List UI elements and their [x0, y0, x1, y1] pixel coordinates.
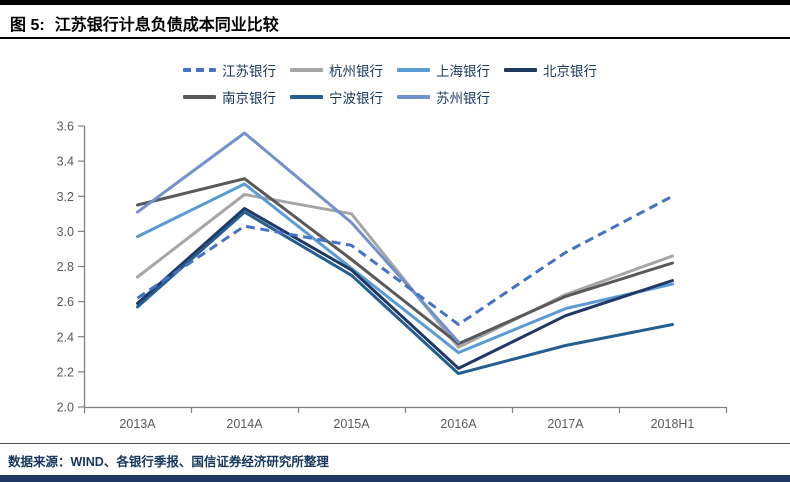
svg-text:2013A: 2013A: [119, 417, 156, 431]
svg-text:2.2: 2.2: [57, 365, 74, 379]
solid-line-swatch: [397, 68, 430, 72]
chart-legend: 江苏银行 杭州银行 上海银行 北京银行南京银行 宁波银行 苏州银行: [183, 60, 611, 107]
svg-text:3.4: 3.4: [57, 155, 74, 169]
dashed-line-swatch: [183, 68, 216, 72]
solid-line-swatch: [397, 95, 430, 99]
svg-text:2.0: 2.0: [57, 401, 74, 415]
svg-text:2.6: 2.6: [57, 295, 74, 309]
legend-label: 南京银行: [222, 91, 276, 106]
title-underline: [0, 37, 790, 39]
legend-row: 江苏银行 杭州银行 上海银行 北京银行: [183, 60, 611, 80]
legend-item-南京银行: 南京银行: [183, 87, 276, 107]
svg-text:2015A: 2015A: [333, 417, 370, 431]
figure-label: 图 5:: [10, 17, 45, 34]
svg-text:2.8: 2.8: [57, 260, 74, 274]
legend-label: 宁波银行: [329, 91, 383, 106]
svg-text:2014A: 2014A: [226, 417, 263, 431]
svg-text:2016A: 2016A: [440, 417, 477, 431]
legend-item-宁波银行: 宁波银行: [290, 87, 383, 107]
solid-line-swatch: [290, 95, 323, 99]
svg-text:3.6: 3.6: [57, 120, 74, 134]
figure-title: 江苏银行计息负债成本同业比较: [54, 17, 279, 34]
bottom-rule: [0, 475, 790, 482]
legend-row: 南京银行 宁波银行 苏州银行: [183, 87, 611, 107]
data-source-note: 数据来源：WIND、各银行季报、国信证券经济研究所整理: [8, 455, 329, 469]
legend-label: 上海银行: [436, 64, 490, 79]
svg-text:2.4: 2.4: [57, 330, 74, 344]
solid-line-swatch: [504, 68, 537, 72]
svg-text:3.0: 3.0: [57, 225, 74, 239]
legend-label: 苏州银行: [436, 91, 490, 106]
legend-item-上海银行: 上海银行: [397, 60, 490, 80]
svg-text:2018H1: 2018H1: [651, 417, 695, 431]
legend-item-北京银行: 北京银行: [504, 60, 597, 80]
footer-rule: [0, 443, 790, 444]
solid-line-swatch: [183, 95, 216, 99]
legend-item-杭州银行: 杭州银行: [290, 60, 383, 80]
legend-label: 江苏银行: [222, 64, 276, 79]
legend-label: 北京银行: [543, 64, 597, 79]
legend-item-苏州银行: 苏州银行: [397, 87, 490, 107]
svg-text:2017A: 2017A: [547, 417, 584, 431]
top-rule: [0, 0, 790, 5]
svg-text:3.2: 3.2: [57, 190, 74, 204]
figure-title-row: 图 5: 江苏银行计息负债成本同业比较: [10, 11, 279, 35]
legend-item-江苏银行: 江苏银行: [183, 60, 276, 80]
solid-line-swatch: [290, 68, 323, 72]
legend-label: 杭州银行: [329, 64, 383, 79]
